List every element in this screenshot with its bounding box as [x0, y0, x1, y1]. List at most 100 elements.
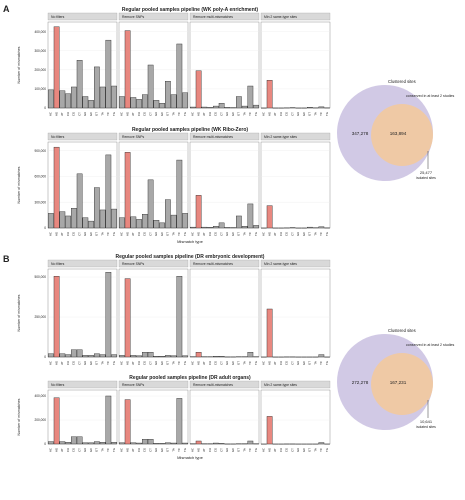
x-tick-label: CT — [77, 112, 81, 116]
x-tick-label: TA — [171, 232, 175, 236]
y-tick-label: 200,000 — [34, 68, 46, 72]
bar — [247, 352, 254, 358]
x-tick-label: AG — [54, 361, 58, 365]
x-axis-label: Mismatch type — [177, 455, 204, 460]
bar — [124, 152, 131, 229]
x-tick-label: TA — [171, 112, 175, 116]
x-tick-label: GT — [237, 232, 241, 236]
facet-strip — [189, 132, 260, 141]
venn-overlap-count: 167,231 — [390, 380, 407, 385]
x-tick-label: CA — [208, 361, 212, 365]
facet-label: Remove multi-mismatches — [193, 383, 233, 387]
x-tick-label: TG — [183, 232, 187, 236]
x-tick-label: AT — [131, 112, 135, 116]
bar — [136, 99, 142, 109]
x-tick-label: TA — [242, 361, 246, 365]
x-tick-label: TC — [106, 232, 110, 236]
x-tick-label: AC — [262, 448, 266, 452]
x-tick-label: AT — [202, 448, 206, 452]
facet-panel — [118, 389, 189, 445]
bar — [82, 355, 89, 358]
x-tick-label: AG — [267, 112, 271, 116]
x-tick-label: CT — [290, 448, 294, 452]
y-axis-label: Number of mismatches — [17, 398, 21, 435]
bar — [201, 226, 208, 229]
x-tick-label: CG — [143, 448, 147, 452]
facet-strip — [47, 12, 118, 21]
bar — [153, 356, 160, 358]
facet-label: Min 2 same-type sites — [264, 383, 297, 387]
bar — [224, 107, 231, 109]
x-tick-label: TA — [313, 448, 317, 452]
x-tick-label: CG — [72, 112, 76, 116]
bar — [124, 278, 131, 358]
facet-strip — [47, 259, 118, 268]
bar — [48, 213, 54, 229]
facet-panel — [260, 141, 331, 229]
x-tick-label: TA — [100, 232, 104, 236]
facet-label: Remove multi-mismatches — [193, 15, 233, 19]
y-tick-label: 0 — [44, 355, 46, 359]
facet-label: Remove SNPs — [122, 15, 145, 19]
x-tick-label: CG — [285, 361, 289, 365]
facet-label: No filters — [51, 383, 65, 387]
x-tick-label: GC — [302, 361, 306, 365]
facet-label: Remove SNPs — [122, 262, 145, 266]
x-tick-label: CA — [279, 112, 283, 116]
bar — [153, 443, 160, 445]
bar — [59, 353, 66, 358]
panel-label-b: B — [3, 254, 10, 264]
bar — [99, 209, 106, 229]
x-tick-label: CA — [66, 361, 70, 365]
bar — [136, 442, 142, 445]
bar — [82, 442, 89, 445]
facet-panel — [260, 268, 331, 358]
bar — [142, 439, 148, 445]
x-tick-label: CG — [214, 232, 218, 236]
bar — [94, 353, 100, 358]
chart-title: Regular pooled samples pipeline (DR embr… — [116, 254, 265, 260]
x-tick-label: CT — [290, 232, 294, 236]
bar — [266, 205, 273, 229]
x-tick-label: TG — [183, 112, 187, 116]
x-tick-label: CG — [143, 112, 147, 116]
x-tick-label: AT — [131, 361, 135, 365]
x-tick-label: TC — [319, 361, 323, 365]
bar — [195, 70, 202, 109]
x-tick-label: AT — [131, 232, 135, 236]
bar — [111, 442, 117, 445]
y-tick-label: 0 — [44, 226, 46, 230]
bar — [318, 226, 325, 229]
x-tick-label: GC — [302, 112, 306, 116]
facet-strip — [47, 132, 118, 141]
bar — [176, 398, 183, 445]
x-tick-label: AC — [191, 112, 195, 116]
bar — [94, 187, 100, 229]
bar — [53, 276, 60, 358]
bar — [213, 105, 219, 109]
bar — [142, 214, 148, 229]
venn-conserved-only-count: 25,477 — [420, 170, 433, 175]
bar — [266, 416, 273, 445]
bar — [159, 443, 165, 445]
x-tick-label: CG — [285, 232, 289, 236]
bar — [241, 105, 248, 109]
bar — [76, 173, 83, 229]
x-tick-label: CT — [77, 361, 81, 365]
x-tick-label: GA — [296, 448, 300, 452]
x-tick-label: GT — [308, 232, 312, 236]
x-tick-label: GC — [231, 448, 235, 452]
bar — [142, 94, 148, 109]
bar — [247, 440, 254, 445]
facet-label: No filters — [51, 135, 65, 139]
x-tick-label: TG — [254, 448, 258, 452]
y-tick-label: 0 — [44, 442, 46, 446]
bar — [53, 146, 60, 229]
bar — [213, 226, 219, 229]
bar — [153, 100, 160, 109]
bar — [182, 92, 188, 109]
x-tick-label: GT — [95, 232, 99, 236]
facet-panel — [47, 268, 118, 358]
y-tick-label: 300,000 — [34, 200, 46, 204]
bar — [119, 96, 125, 109]
